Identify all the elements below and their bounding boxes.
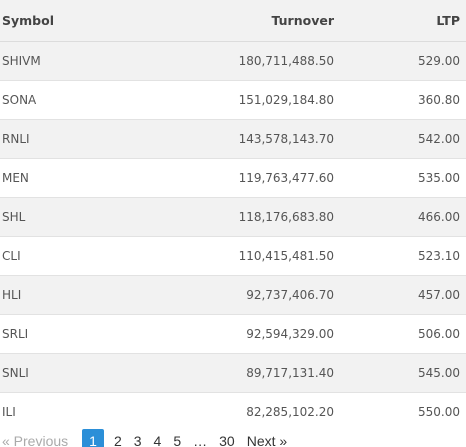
cell-ltp: 506.00: [418, 326, 460, 341]
cell-ltp: 523.10: [418, 248, 460, 263]
cell-symbol: SNLI: [2, 365, 29, 380]
next-page-link[interactable]: Next »: [246, 433, 288, 447]
table-row: HLI 92,737,406.70 457.00: [0, 275, 466, 314]
table-row: SHIVM 180,711,488.50 529.00: [0, 41, 466, 80]
cell-ltp: 466.00: [418, 209, 460, 224]
cell-symbol: HLI: [2, 287, 22, 302]
table-row: MEN 119,763,477.60 535.00: [0, 158, 466, 197]
page-link-30[interactable]: 30: [219, 433, 235, 447]
cell-ltp: 457.00: [418, 287, 460, 302]
cell-symbol: RNLI: [2, 131, 30, 146]
table-row: SNLI 89,717,131.40 545.00: [0, 353, 466, 392]
table-row: SRLI 92,594,329.00 506.00: [0, 314, 466, 353]
turnover-table: Symbol Turnover LTP SHIVM 180,711,488.50…: [0, 0, 466, 431]
cell-turnover: 118,176,683.80: [238, 209, 334, 224]
cell-ltp: 360.80: [418, 92, 460, 107]
cell-ltp: 542.00: [418, 131, 460, 146]
cell-ltp: 535.00: [418, 170, 460, 185]
cell-turnover: 151,029,184.80: [238, 92, 334, 107]
page-link-2[interactable]: 2: [113, 433, 122, 447]
page-link-1[interactable]: 1: [82, 429, 104, 447]
header-symbol[interactable]: Symbol: [2, 12, 54, 28]
pagination: « Previous 1 2 3 4 5 … 30 Next »: [0, 428, 466, 447]
table-row: ILI 82,285,102.20 550.00: [0, 392, 466, 431]
header-ltp[interactable]: LTP: [436, 12, 460, 28]
table-row: RNLI 143,578,143.70 542.00: [0, 119, 466, 158]
page-link-5[interactable]: 5: [173, 433, 182, 447]
cell-turnover: 143,578,143.70: [238, 131, 334, 146]
cell-ltp: 550.00: [418, 404, 460, 419]
table-body: SHIVM 180,711,488.50 529.00 SONA 151,029…: [0, 41, 466, 431]
cell-symbol: ILI: [2, 404, 16, 419]
cell-symbol: CLI: [2, 248, 21, 263]
pagination-ellipsis: …: [193, 433, 208, 447]
cell-turnover: 110,415,481.50: [238, 248, 334, 263]
cell-ltp: 545.00: [418, 365, 460, 380]
cell-symbol: SHL: [2, 209, 26, 224]
cell-ltp: 529.00: [418, 53, 460, 68]
cell-turnover: 89,717,131.40: [246, 365, 334, 380]
table-row: SONA 151,029,184.80 360.80: [0, 80, 466, 119]
cell-turnover: 180,711,488.50: [238, 53, 334, 68]
table-row: CLI 110,415,481.50 523.10: [0, 236, 466, 275]
header-turnover[interactable]: Turnover: [271, 12, 335, 28]
page-link-4[interactable]: 4: [153, 433, 162, 447]
header-row: Symbol Turnover LTP: [0, 0, 466, 41]
cell-symbol: SHIVM: [2, 53, 41, 68]
cell-turnover: 92,737,406.70: [246, 287, 334, 302]
table-row: SHL 118,176,683.80 466.00: [0, 197, 466, 236]
cell-symbol: MEN: [2, 170, 29, 185]
cell-turnover: 119,763,477.60: [238, 170, 334, 185]
previous-page-link[interactable]: « Previous: [2, 433, 69, 447]
cell-symbol: SRLI: [2, 326, 29, 341]
cell-turnover: 82,285,102.20: [246, 404, 334, 419]
cell-symbol: SONA: [2, 92, 37, 107]
cell-turnover: 92,594,329.00: [246, 326, 334, 341]
table-header: Symbol Turnover LTP: [0, 0, 466, 41]
page-link-3[interactable]: 3: [133, 433, 142, 447]
